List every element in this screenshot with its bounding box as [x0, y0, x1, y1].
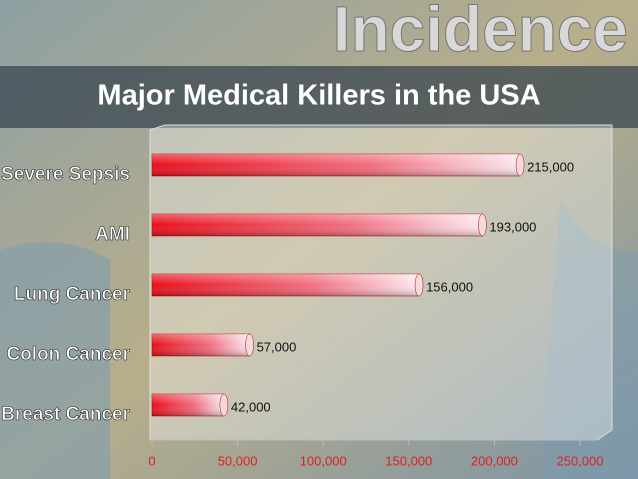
bar-cap	[245, 333, 254, 357]
bar-cap	[478, 213, 487, 237]
bar-cap	[414, 273, 424, 297]
value-label: 215,000	[527, 159, 574, 174]
y-tick-label: Lung Cancer	[14, 284, 131, 305]
title-band	[0, 66, 638, 128]
bar-shade	[152, 394, 224, 416]
value-label: 156,000	[426, 279, 473, 294]
ocean	[540, 200, 638, 479]
x-tick-label: 50,000	[218, 453, 258, 468]
x-tick-label: 0	[148, 453, 155, 468]
value-label: 57,000	[257, 339, 297, 354]
heading: Incidence	[333, 0, 628, 65]
x-tick-label: 100,000	[300, 453, 347, 468]
x-tick-label: 250,000	[557, 453, 604, 468]
bar-shade	[152, 274, 420, 296]
bar-cap	[219, 393, 229, 417]
bar-shade	[152, 334, 250, 356]
ocean	[0, 242, 110, 479]
x-tick-label: 200,000	[471, 453, 518, 468]
x-tick-label: 150,000	[385, 453, 432, 468]
y-tick-label: Severe Sepsis	[1, 164, 130, 185]
value-label: 193,000	[489, 219, 536, 234]
y-tick-label: AMI	[95, 224, 130, 245]
value-label: 42,000	[231, 399, 271, 414]
chart-title: Major Medical Killers in the USA	[97, 80, 540, 112]
bar-cap	[515, 153, 525, 177]
bar-shade	[152, 214, 483, 236]
y-tick-label: Colon Cancer	[6, 344, 130, 365]
y-tick-label: Breast Cancer	[1, 404, 130, 425]
bar-shade	[152, 154, 521, 176]
